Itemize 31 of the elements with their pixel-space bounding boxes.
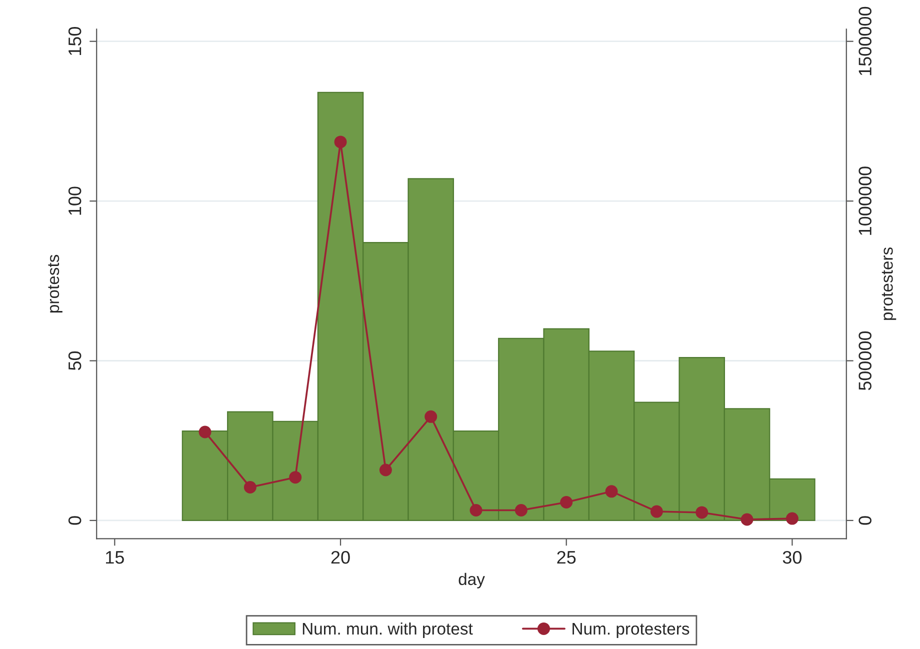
point — [244, 480, 256, 494]
y-tick-label: 150 — [68, 26, 82, 56]
y-tick-label: 0 — [68, 516, 82, 525]
x-tick-label: 30 — [782, 550, 802, 564]
y2-tick-label: 1000000 — [858, 166, 872, 235]
y2-tick-label: 1500000 — [858, 6, 872, 76]
point — [605, 485, 618, 498]
y2-axis-title: protesters — [882, 247, 896, 320]
point — [650, 505, 663, 518]
legend-label: Num. mun. with protest — [302, 622, 473, 638]
legend-label: Num. protesters — [572, 623, 690, 638]
y2-tick-label: 0 — [858, 516, 872, 525]
point — [740, 513, 754, 526]
x-tick-label: 20 — [331, 550, 350, 564]
point — [379, 464, 392, 476]
point — [514, 504, 528, 516]
point — [424, 410, 438, 423]
y-tick-label: 100 — [68, 186, 82, 215]
point — [289, 471, 302, 484]
point — [334, 136, 347, 148]
y2-tick-label: 500000 — [858, 331, 872, 390]
x-tick-label: 15 — [106, 551, 124, 564]
point — [560, 496, 573, 509]
point — [470, 504, 482, 516]
point — [198, 426, 212, 438]
point — [696, 506, 708, 519]
x-tick-label: 25 — [557, 550, 576, 564]
point — [786, 512, 798, 525]
x-axis-title: day — [458, 572, 485, 588]
y-tick-label: 50 — [68, 351, 82, 370]
y-axis-title: protests — [48, 254, 62, 313]
